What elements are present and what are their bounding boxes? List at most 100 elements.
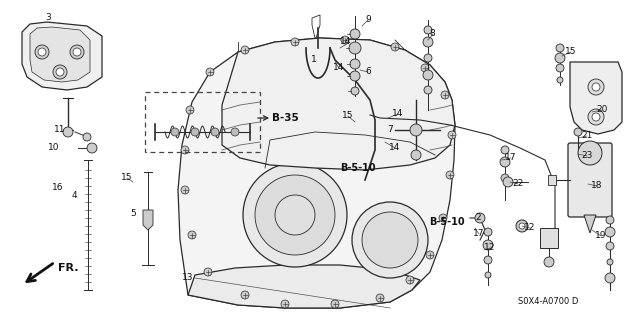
- Circle shape: [241, 46, 249, 54]
- Text: 1: 1: [311, 55, 317, 65]
- Circle shape: [592, 83, 600, 91]
- Polygon shape: [188, 265, 420, 308]
- Circle shape: [411, 150, 421, 160]
- Circle shape: [607, 259, 613, 265]
- Text: 10: 10: [48, 143, 60, 153]
- Text: 18: 18: [591, 181, 603, 190]
- Text: 12: 12: [524, 223, 536, 233]
- Text: 4: 4: [71, 191, 77, 201]
- Text: 23: 23: [581, 151, 593, 161]
- Circle shape: [351, 87, 359, 95]
- Circle shape: [556, 44, 564, 52]
- Text: 5: 5: [130, 210, 136, 219]
- Circle shape: [503, 177, 513, 187]
- Circle shape: [87, 143, 97, 153]
- Circle shape: [606, 216, 614, 224]
- Circle shape: [83, 133, 91, 141]
- Circle shape: [446, 171, 454, 179]
- Text: S0X4-A0700 D: S0X4-A0700 D: [518, 298, 578, 307]
- Circle shape: [606, 242, 614, 250]
- Text: B-5-10: B-5-10: [340, 163, 376, 173]
- Circle shape: [275, 195, 315, 235]
- Text: 12: 12: [484, 244, 496, 252]
- Text: 9: 9: [365, 15, 371, 25]
- Circle shape: [63, 127, 73, 137]
- Polygon shape: [143, 210, 153, 230]
- Circle shape: [391, 43, 399, 51]
- Circle shape: [211, 128, 219, 136]
- Circle shape: [424, 26, 432, 34]
- Circle shape: [424, 54, 432, 62]
- Circle shape: [448, 131, 456, 139]
- Text: 16: 16: [52, 183, 64, 193]
- Circle shape: [557, 77, 563, 83]
- Text: 21: 21: [581, 132, 593, 140]
- Circle shape: [181, 146, 189, 154]
- Text: 22: 22: [513, 180, 524, 188]
- Circle shape: [331, 300, 339, 308]
- Text: 11: 11: [54, 125, 66, 134]
- Circle shape: [255, 175, 335, 255]
- Circle shape: [439, 214, 447, 222]
- FancyBboxPatch shape: [548, 175, 556, 185]
- Circle shape: [204, 268, 212, 276]
- Circle shape: [349, 42, 361, 54]
- Circle shape: [426, 251, 434, 259]
- Text: B-5-10: B-5-10: [429, 217, 465, 227]
- Circle shape: [421, 64, 429, 72]
- Circle shape: [341, 36, 349, 44]
- Circle shape: [544, 257, 554, 267]
- Circle shape: [423, 70, 433, 80]
- Circle shape: [206, 68, 214, 76]
- Polygon shape: [22, 22, 102, 90]
- Text: FR.: FR.: [58, 263, 79, 273]
- Text: 17: 17: [473, 229, 484, 238]
- Circle shape: [516, 220, 528, 232]
- Polygon shape: [30, 27, 90, 82]
- Circle shape: [441, 91, 449, 99]
- Polygon shape: [584, 215, 596, 233]
- Circle shape: [483, 240, 493, 250]
- Circle shape: [350, 71, 360, 81]
- Circle shape: [171, 128, 179, 136]
- Text: 2: 2: [475, 213, 481, 222]
- Text: 20: 20: [596, 106, 608, 115]
- Circle shape: [281, 300, 289, 308]
- Circle shape: [605, 273, 615, 283]
- Circle shape: [56, 68, 64, 76]
- Text: B-35: B-35: [271, 113, 298, 123]
- Circle shape: [556, 64, 564, 72]
- Circle shape: [501, 146, 509, 154]
- Bar: [540, 228, 558, 248]
- Circle shape: [574, 128, 582, 136]
- Text: 14: 14: [333, 63, 345, 73]
- Text: 15: 15: [342, 111, 354, 121]
- Circle shape: [35, 45, 49, 59]
- Circle shape: [424, 86, 432, 94]
- Circle shape: [423, 37, 433, 47]
- Circle shape: [186, 106, 194, 114]
- Text: 14: 14: [392, 109, 404, 118]
- Circle shape: [38, 48, 46, 56]
- Text: 3: 3: [45, 13, 51, 22]
- Circle shape: [241, 291, 249, 299]
- Circle shape: [350, 29, 360, 39]
- Text: 17: 17: [505, 154, 516, 163]
- Circle shape: [588, 79, 604, 95]
- Text: 15: 15: [565, 47, 577, 57]
- Circle shape: [188, 231, 196, 239]
- Circle shape: [53, 65, 67, 79]
- Circle shape: [578, 141, 602, 165]
- Circle shape: [243, 163, 347, 267]
- Circle shape: [484, 256, 492, 264]
- Text: 15: 15: [121, 173, 132, 182]
- Text: 6: 6: [365, 68, 371, 76]
- Circle shape: [73, 48, 81, 56]
- Circle shape: [555, 53, 565, 63]
- Circle shape: [181, 186, 189, 194]
- Circle shape: [484, 228, 492, 236]
- Circle shape: [291, 38, 299, 46]
- Text: 14: 14: [340, 37, 352, 46]
- Circle shape: [406, 276, 414, 284]
- Circle shape: [485, 272, 491, 278]
